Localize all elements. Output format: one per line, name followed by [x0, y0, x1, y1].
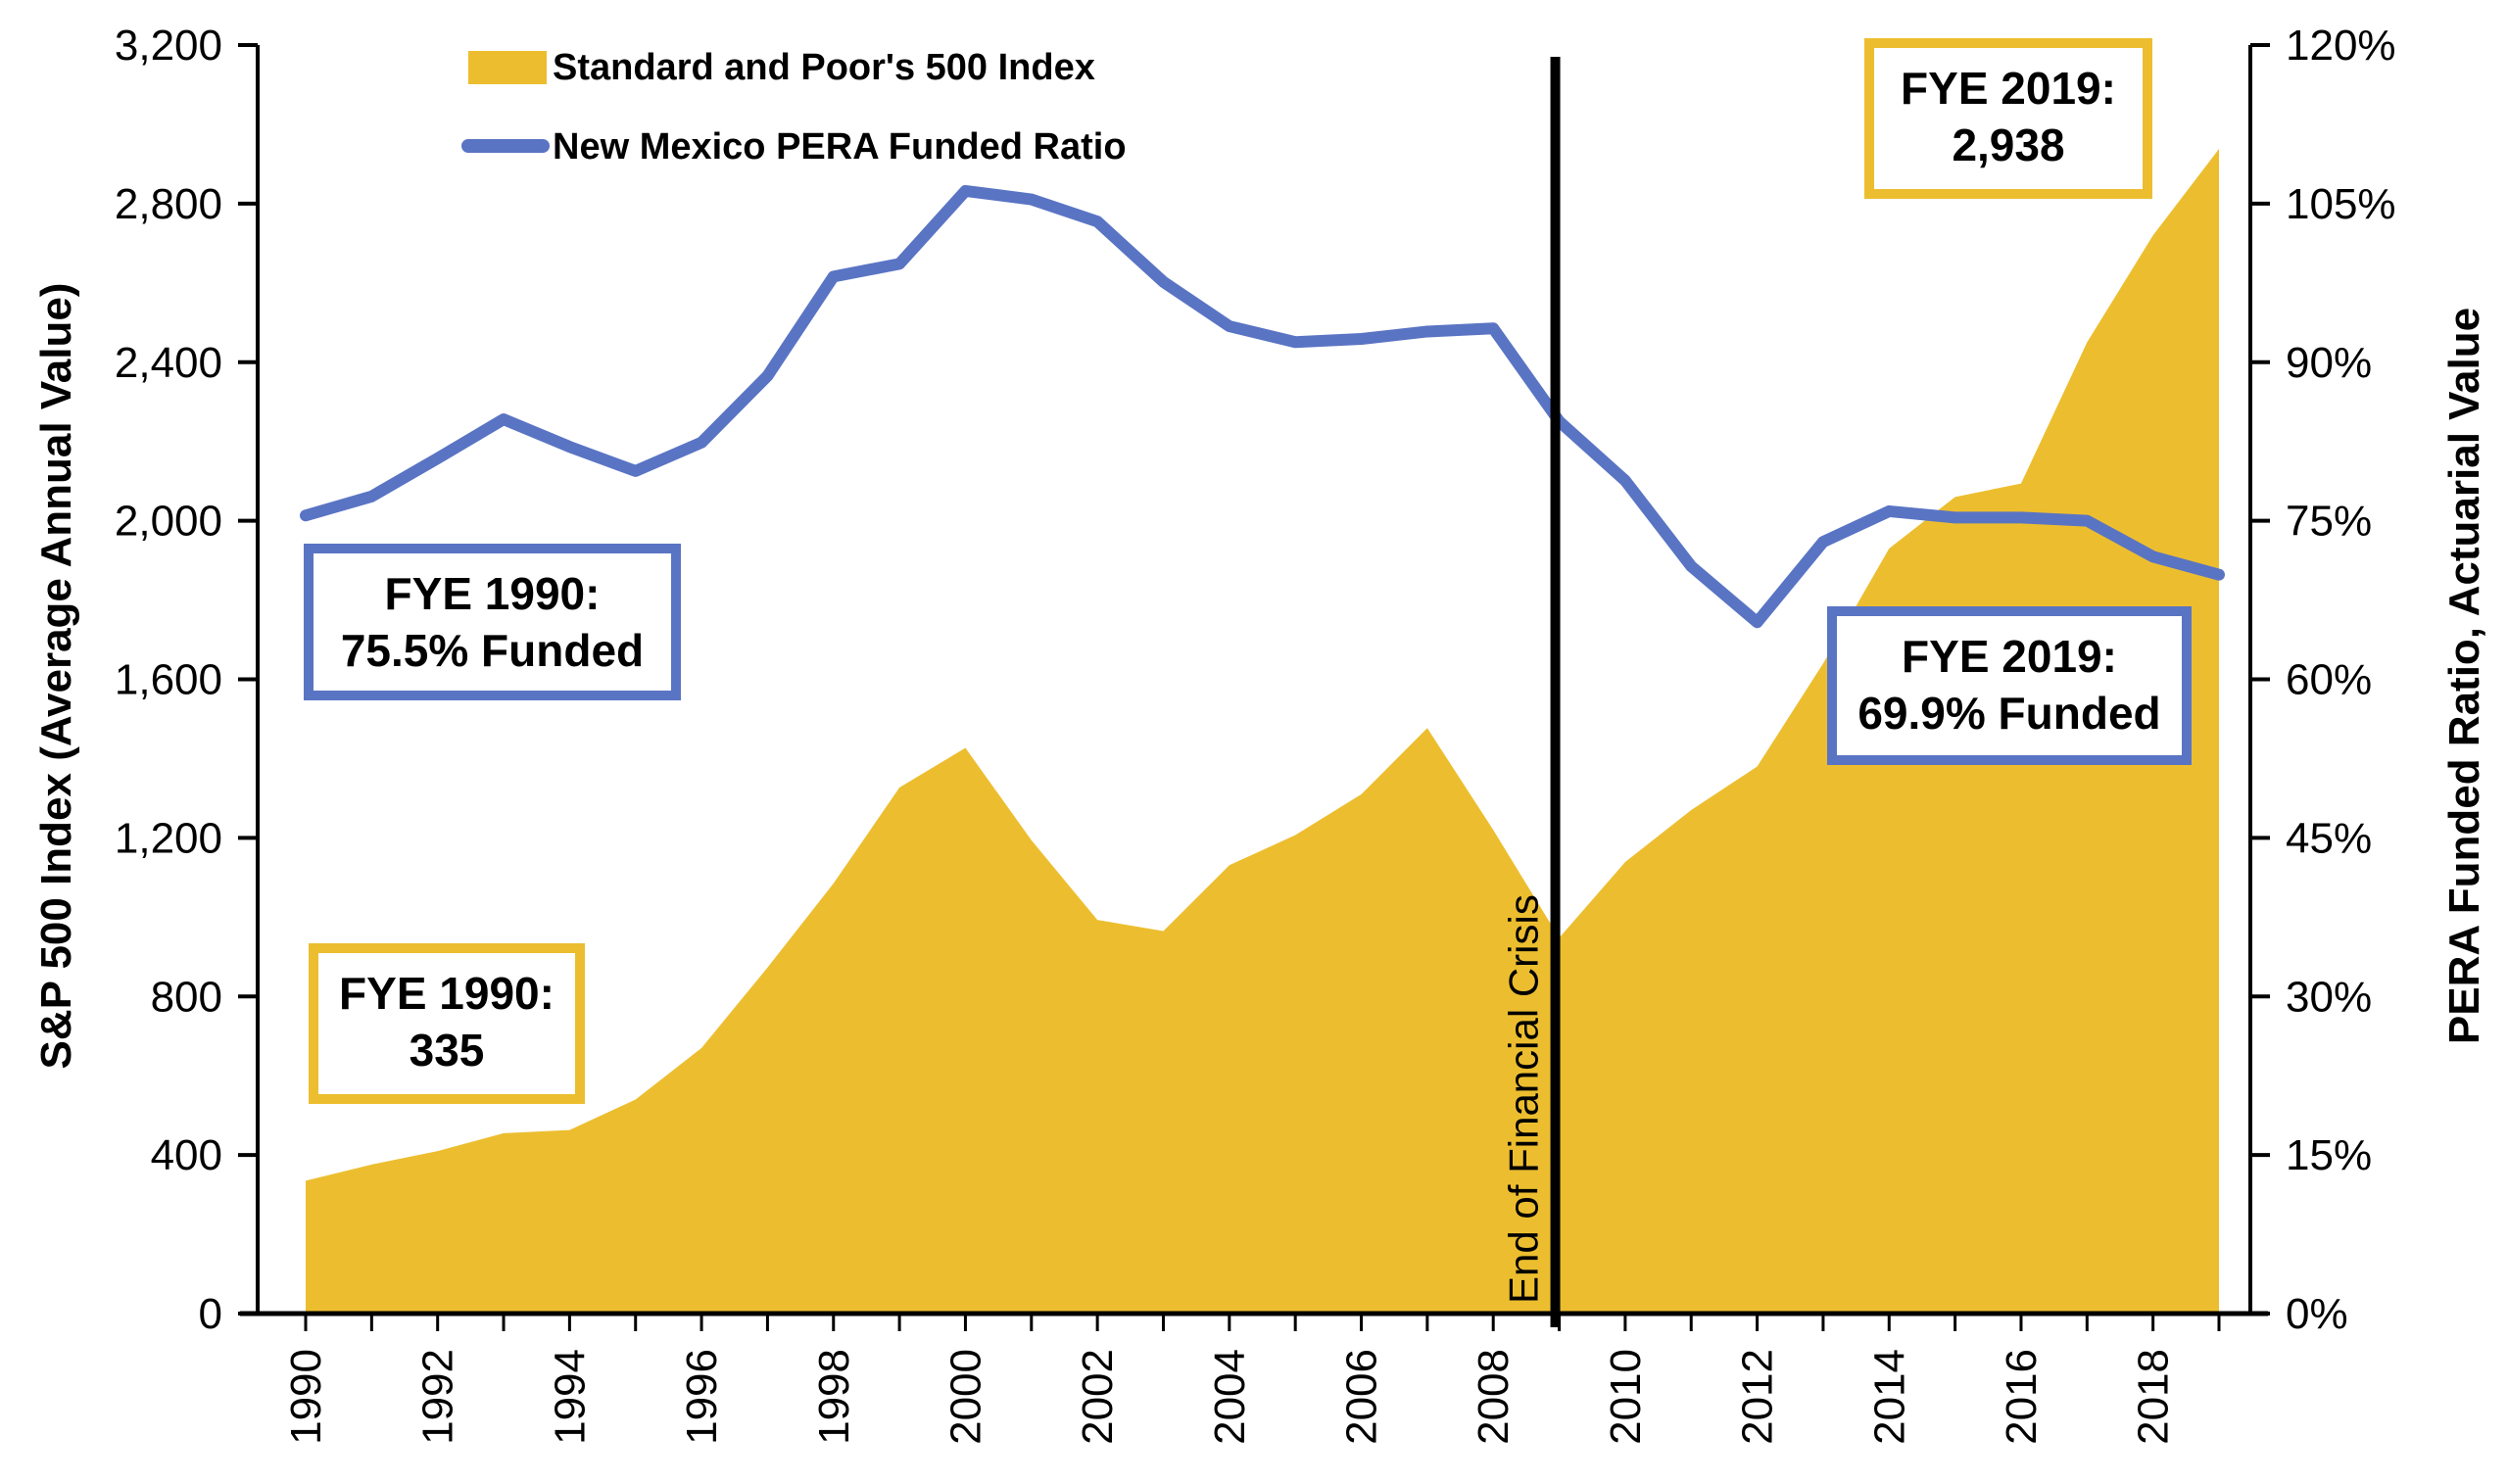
annotation-text-line: FYE 2019: — [1902, 631, 2117, 682]
legend-swatch-sp500 — [468, 51, 547, 84]
annotation-border — [1827, 606, 2192, 765]
y-right-tick-label: 45% — [2286, 814, 2372, 862]
y-left-tick-label: 400 — [151, 1131, 222, 1179]
reference-line-label: End of Financial Crisis — [1501, 894, 1547, 1304]
y-right-tick-label: 60% — [2286, 656, 2372, 704]
annotation-text-line: 69.9% Funded — [1857, 688, 2160, 739]
sp500-area-layer — [306, 149, 2219, 1315]
annotation-box-pera-2019: FYE 2019: 69.9% Funded — [1827, 606, 2192, 765]
annotation-border — [304, 544, 681, 700]
y-right-tick-label: 90% — [2286, 339, 2372, 387]
x-tick-label: 2018 — [2130, 1349, 2178, 1445]
x-tick-label: 1998 — [810, 1349, 858, 1445]
annotation-box-pera-1990: FYE 1990: 75.5% Funded — [304, 544, 681, 700]
x-tick-label: 2012 — [1734, 1349, 1782, 1445]
y-left-tick-label: 2,000 — [115, 498, 222, 546]
pera-line-layer — [300, 184, 2225, 629]
annotation-border — [309, 943, 585, 1104]
legend-label-sp500: Standard and Poor's 500 Index — [553, 47, 1095, 88]
x-tick-label: 2004 — [1206, 1349, 1254, 1445]
annotations: FYE 1990: 335 FYE 2019: 2,938 FYE 1990: 75.5%… — [304, 38, 2192, 1104]
annotation-text-line: 2,938 — [1952, 120, 2064, 170]
y-left-tick-label: 2,800 — [115, 180, 222, 228]
x-tick-label: 1996 — [678, 1349, 726, 1445]
x-tick-label: 2010 — [1602, 1349, 1650, 1445]
y-right-tick-label: 30% — [2286, 973, 2372, 1021]
legend-label-pera: New Mexico PERA Funded Ratio — [553, 126, 1127, 168]
y-left-tick-label: 1,600 — [115, 656, 222, 704]
x-tick-label: 2014 — [1865, 1349, 1913, 1445]
y-left-tick-label: 1,200 — [115, 814, 222, 862]
x-tick-label: 1990 — [282, 1349, 330, 1445]
y-left-tick-label: 800 — [151, 973, 222, 1021]
y-right-tick-label: 15% — [2286, 1131, 2372, 1179]
x-tick-label: 1994 — [546, 1349, 594, 1445]
x-tick-label: 2002 — [1074, 1349, 1122, 1445]
annotation-text-line: 75.5% Funded — [341, 625, 644, 676]
y-left-tick-label: 0 — [199, 1290, 222, 1338]
y-right-tick-label: 0% — [2286, 1290, 2348, 1338]
annotation-box-sp-1990: FYE 1990: 335 — [309, 943, 585, 1104]
annotation-border — [1864, 38, 2152, 199]
x-tick-label: 2000 — [941, 1349, 989, 1445]
y-left-tick-label: 2,400 — [115, 339, 222, 387]
x-tick-label: 1992 — [414, 1349, 462, 1445]
pera-line — [300, 184, 2225, 629]
annotation-box-sp-2019: FYE 2019: 2,938 — [1864, 38, 2152, 199]
annotation-text-line: FYE 1990: — [339, 968, 555, 1019]
y-axis-right-title: PERA Funded Ratio, Actuarial Value — [2440, 308, 2488, 1044]
y-right-tick-label: 120% — [2286, 22, 2396, 70]
axes: 0 400 800 1,200 1,600 2,000 2,400 2,800 3,200 0% 1… — [115, 22, 2396, 1445]
annotation-text-line: 335 — [410, 1025, 485, 1076]
y-right-tick-label: 105% — [2286, 180, 2396, 228]
sp500-area — [306, 149, 2219, 1315]
annotation-text-line: FYE 2019: — [1901, 63, 2116, 114]
annotation-text-line: FYE 1990: — [385, 568, 601, 619]
x-tick-label: 2016 — [1998, 1349, 2046, 1445]
x-tick-label: 2008 — [1470, 1349, 1518, 1445]
y-right-tick-label: 75% — [2286, 498, 2372, 546]
reference-line-layer: End of Financial Crisis — [1501, 57, 1561, 1327]
y-axis-left-title: S&P 500 Index (Average Annual Value) — [32, 283, 80, 1070]
legend: Standard and Poor's 500 Index New Mexico… — [461, 47, 1127, 168]
x-tick-label: 2006 — [1338, 1349, 1386, 1445]
y-left-tick-label: 3,200 — [115, 22, 222, 70]
